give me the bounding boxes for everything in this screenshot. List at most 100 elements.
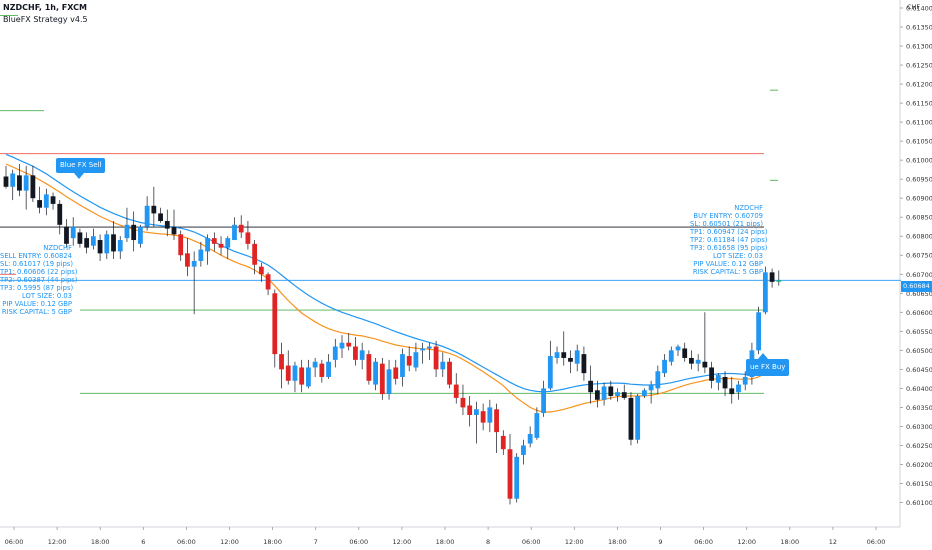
candle-body: [588, 380, 594, 393]
x-tick-label: 18:00: [608, 538, 627, 546]
candle-body: [379, 363, 385, 395]
buy-signal-label[interactable]: ue FX Buy: [746, 353, 790, 376]
candle-body: [554, 352, 560, 358]
sell-signal-label[interactable]: Blue FX Sell: [56, 158, 106, 179]
candle-body: [151, 205, 157, 214]
y-tick-label: 0.61000: [906, 157, 932, 165]
candle-body: [574, 350, 580, 364]
slow-ma-line: [5, 153, 786, 393]
candle-body: [547, 356, 553, 389]
buy-info-line: TP1: 0.60947 (24 pips): [690, 228, 768, 236]
candle-body: [682, 348, 688, 358]
sell-info-line: SELL ENTRY: 0.60824: [0, 252, 72, 260]
sell-info-line: TP1: 0.60606 (22 pips): [0, 268, 78, 276]
y-tick-label: 0.60650: [906, 290, 932, 298]
y-tick-label: 0.60450: [906, 366, 932, 374]
candle-body: [50, 196, 56, 204]
candle-body: [64, 226, 69, 244]
candle-body: [77, 232, 83, 244]
buy-info-line: PIP VALUE: 0.12 GBP: [693, 260, 763, 268]
x-tick-label: 12:00: [565, 538, 584, 546]
candle-body: [393, 367, 399, 379]
candle-body: [178, 234, 184, 256]
candle-body: [245, 232, 251, 244]
candle-body: [521, 445, 526, 455]
candle-body: [762, 272, 768, 313]
y-tick-label: 0.60400: [906, 385, 932, 393]
sell-info-line: TP3: 0.5995 (87 pips): [0, 284, 74, 292]
candle-body: [594, 390, 600, 400]
candle-body: [413, 352, 419, 368]
candle-body: [326, 361, 331, 377]
candle-body: [500, 435, 506, 450]
candle-body: [581, 354, 587, 374]
y-tick-label: 0.60700: [906, 271, 932, 279]
x-tick-label: 6: [141, 538, 145, 546]
candle-body: [111, 234, 116, 252]
candle-body: [144, 205, 150, 227]
candle-body: [319, 363, 325, 377]
candle-body: [729, 388, 735, 395]
candle-body: [689, 357, 694, 364]
candle-body: [474, 409, 479, 416]
sell-info-line: PIP VALUE: 0.12 GBP: [2, 300, 72, 308]
candle-body: [756, 312, 762, 351]
x-tick-label: 18:00: [780, 538, 799, 546]
candle-body: [736, 384, 741, 393]
candle-body: [628, 397, 634, 440]
candle-body: [702, 361, 708, 368]
y-tick-label: 0.60200: [906, 461, 932, 469]
candle-body: [608, 386, 614, 396]
candle-body: [507, 449, 513, 499]
y-tick-label: 0.60100: [906, 499, 932, 507]
y-tick-label: 0.61250: [906, 62, 932, 70]
candle-body: [10, 173, 16, 187]
candle-body: [279, 354, 284, 370]
candle-body: [386, 369, 392, 395]
candle-body: [621, 392, 627, 398]
y-tick-label: 0.60750: [906, 252, 932, 260]
candle-body: [494, 409, 499, 433]
y-tick-label: 0.60350: [906, 404, 932, 412]
y-tick-label: 0.61050: [906, 138, 932, 146]
buy-info-line: TP3: 0.61658 (95 pips): [690, 244, 768, 252]
candle-body: [117, 240, 123, 252]
currency-unit: CHF: [907, 3, 921, 11]
candle-body: [17, 175, 22, 191]
candle-body: [406, 356, 412, 366]
sell-info-line: RISK CAPITAL: 5 GBP: [1, 308, 72, 316]
x-tick-label: 06:00: [349, 538, 368, 546]
candle-body: [104, 234, 110, 254]
y-tick-label: 0.61350: [906, 24, 932, 32]
candle-body: [299, 367, 305, 385]
candle-body: [346, 342, 352, 347]
candle-body: [124, 224, 130, 239]
candle-body: [23, 175, 29, 191]
candle-body: [84, 238, 90, 248]
candle-body: [648, 384, 654, 391]
candle-body: [70, 226, 76, 239]
candle-body: [514, 456, 520, 499]
candle-body: [211, 238, 217, 244]
sell-info-panel: NZDCHF SELL ENTRY: 0.60824 SL: 0.61017 (…: [0, 244, 78, 316]
candle-body: [487, 407, 493, 423]
candle-body: [185, 253, 190, 267]
y-tick-label: 0.60500: [906, 347, 932, 355]
candle-body: [339, 342, 345, 349]
y-tick-label: 0.60950: [906, 176, 932, 184]
candle-body: [353, 346, 358, 360]
symbol-title: NZDCHF, 1h, FXCM: [3, 3, 87, 12]
sell-info-line: LOT SIZE: 0.03: [21, 292, 72, 300]
x-tick-label: 12:00: [220, 538, 239, 546]
candle-body: [420, 348, 426, 351]
candle-body: [97, 240, 103, 254]
x-tick-label: 06:00: [177, 538, 196, 546]
candle-body: [138, 226, 143, 244]
x-tick-label: 18:00: [263, 538, 282, 546]
x-tick-label: 06:00: [5, 538, 24, 546]
candle-body: [655, 371, 661, 389]
candle-body: [171, 226, 177, 235]
y-tick-label: 0.60550: [906, 328, 932, 336]
sell-info-line: TP2: 0.60387 (44 pips): [0, 276, 78, 284]
